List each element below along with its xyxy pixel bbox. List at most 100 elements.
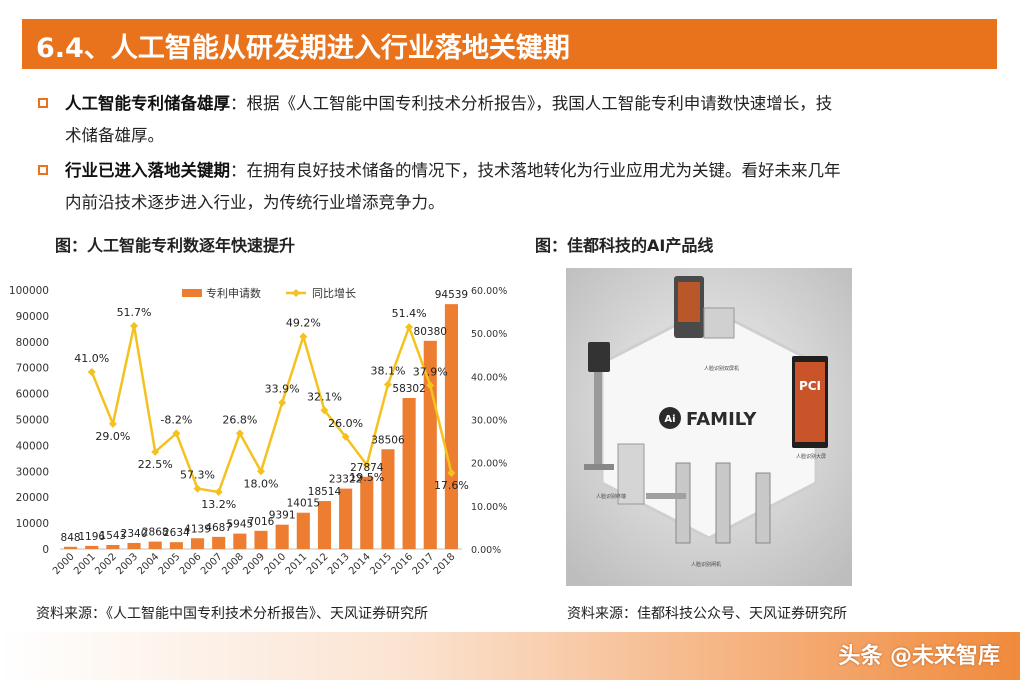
bar	[169, 542, 183, 549]
pci-screen-text: PCI	[799, 379, 821, 393]
x-tick-label: 2011	[284, 551, 310, 577]
footer-bar	[0, 632, 1020, 680]
x-tick-label: 2009	[241, 551, 267, 577]
bullet-text-cont: 术储备雄厚。	[65, 126, 164, 145]
bar	[296, 512, 310, 549]
bar-value-label: 9391	[269, 510, 296, 522]
growth-value-label: 41.0%	[74, 352, 109, 365]
growth-point	[447, 469, 456, 478]
bar	[360, 476, 374, 549]
growth-value-label: 17.6%	[434, 479, 469, 492]
growth-point	[214, 488, 223, 497]
product-label: 人脸识别双屏机	[704, 365, 739, 372]
y-left-tick-label: 100000	[9, 285, 49, 297]
growth-value-label: 13.2%	[201, 498, 236, 511]
bar-value-label: 1196	[78, 531, 105, 543]
x-tick-label: 2000	[51, 551, 77, 577]
bar	[339, 488, 353, 549]
bar	[148, 541, 162, 549]
title-bar: 6.4、人工智能从研发期进入行业落地关键期	[22, 19, 997, 69]
y-left-tick-label: 40000	[16, 440, 49, 452]
bar	[275, 524, 289, 549]
bar-value-label: 38506	[371, 434, 405, 446]
x-tick-label: 2013	[326, 551, 352, 577]
growth-point	[405, 323, 414, 332]
x-tick-label: 2018	[432, 551, 458, 577]
bar-value-label: 2340	[121, 528, 148, 540]
source-left: 资料来源：《人工智能中国专利技术分析报告》、天风证券研究所	[36, 606, 428, 622]
y-right-tick-label: 0.00%	[471, 545, 501, 556]
bar-value-label: 23322	[329, 474, 362, 486]
growth-value-label: 57.3%	[180, 469, 215, 482]
growth-point	[383, 380, 392, 389]
bar	[85, 545, 99, 549]
y-left-tick-label: 90000	[16, 311, 49, 323]
bullet-text-cont: 内前沿技术逐步进入行业，为传统行业增添竞争力。	[65, 193, 445, 212]
growth-point	[362, 460, 371, 469]
bar	[233, 533, 247, 549]
bullet-heading: 行业已进入落地关键期	[65, 161, 230, 180]
y-right-tick-label: 20.00%	[471, 459, 507, 470]
x-tick-label: 2002	[93, 551, 119, 577]
growth-value-label: 37.9%	[413, 365, 448, 378]
bar-value-label: 1543	[100, 530, 127, 542]
growth-value-label: 26.0%	[328, 417, 363, 430]
bar-value-label: 80380	[414, 326, 447, 338]
growth-point	[299, 332, 308, 341]
y-left-tick-label: 50000	[16, 415, 49, 427]
y-left-tick-label: 20000	[16, 492, 49, 504]
product-line-illustration: PCI Ai FAMILY 人脸识别双屏机 人脸识别大屏 人脸识别终端 人脸识别…	[566, 268, 852, 586]
figure-right-caption: 图：佳都科技的AI产品线	[535, 236, 714, 255]
bar	[381, 449, 395, 549]
bullet-industry: 行业已进入落地关键期：在拥有良好技术储备的情况下，技术落地转化为行业应用尤为关键…	[38, 155, 978, 219]
growth-value-label: 33.9%	[265, 383, 300, 396]
bar-value-label: 4687	[205, 522, 232, 534]
product-label: 人脸识别闸机	[691, 561, 721, 568]
growth-value-label: -8.2%	[160, 413, 192, 426]
growth-point	[87, 368, 96, 377]
watermark: 头条 @未来智库	[838, 644, 1000, 669]
y-left-tick-label: 80000	[16, 337, 49, 349]
y-left-tick-label: 10000	[16, 518, 49, 530]
bar-value-label: 27874	[350, 462, 384, 474]
x-tick-label: 2008	[220, 551, 246, 577]
page-title: 6.4、人工智能从研发期进入行业落地关键期	[36, 33, 570, 64]
bar-value-label: 94539	[435, 289, 468, 301]
growth-point	[257, 467, 265, 476]
growth-point	[151, 447, 160, 456]
bar-value-label: 5945	[226, 519, 253, 531]
growth-point	[320, 406, 329, 415]
brand-text: FAMILY	[686, 409, 757, 430]
bar	[64, 546, 78, 549]
growth-line	[90, 323, 453, 494]
x-tick-label: 2015	[368, 551, 394, 577]
bar-value-label: 2634	[163, 527, 190, 539]
x-tick-label: 2012	[305, 551, 331, 577]
growth-value-label: 51.7%	[117, 306, 152, 319]
x-tick-label: 2005	[157, 551, 183, 577]
bar-value-label: 2868	[142, 527, 169, 539]
patent-chart: 0 10000 20000 30000 40000 50000 60000 70000 8000…	[9, 285, 507, 577]
x-tick-label: 2017	[411, 551, 437, 577]
growth-value-label: 29.0%	[95, 430, 130, 443]
source-right: 资料来源：佳都科技公众号、天风证券研究所	[567, 606, 847, 622]
bullet-square-icon	[38, 98, 48, 108]
x-tick-label: 2010	[263, 551, 289, 577]
growth-point	[278, 398, 287, 407]
y-right-tick-label: 40.00%	[471, 372, 507, 383]
growth-value-label: 22.5%	[138, 458, 173, 471]
x-tick-label: 2003	[114, 551, 140, 577]
legend-bar-swatch	[182, 289, 202, 297]
bar-value-label: 7016	[248, 516, 275, 528]
growth-point	[108, 419, 117, 428]
growth-value-label: 51.4%	[392, 307, 427, 320]
legend-line-label: 同比增长	[312, 286, 356, 300]
bar	[444, 304, 458, 549]
ai-product-photo: PCI Ai FAMILY 人脸识别双屏机 人脸识别大屏 人脸识别终端 人脸识别…	[566, 268, 852, 586]
growth-value-label: 26.8%	[222, 413, 257, 426]
y-left-tick-label: 30000	[16, 466, 49, 478]
x-tick-label: 2004	[136, 551, 162, 577]
growth-point	[341, 432, 350, 441]
legend-line-marker	[292, 289, 300, 297]
bar-value-label: 4139	[184, 523, 211, 535]
